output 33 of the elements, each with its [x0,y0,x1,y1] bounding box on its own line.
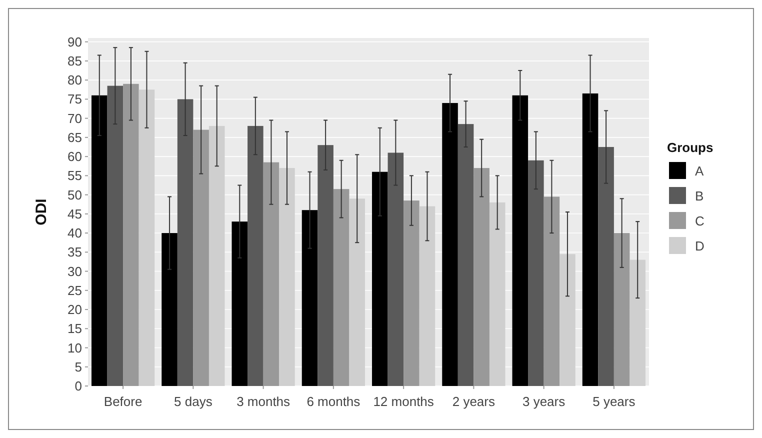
y-tick-label: 40 [68,226,82,241]
x-tick-label: 6 months [306,394,361,409]
y-tick-label: 80 [68,72,82,88]
y-tick-label: 50 [68,187,82,202]
y-tick-label: 45 [68,206,82,222]
y-tick-label: 35 [68,244,82,260]
y-tick-label: 85 [68,53,82,68]
y-tick-label: 25 [68,282,82,298]
y-tick-label: 70 [68,110,82,126]
legend-label: A [695,164,704,179]
y-tick-label: 55 [68,168,82,184]
y-tick-label: 65 [68,130,82,145]
y-tick-label: 75 [68,92,82,107]
x-tick-label: 12 months [373,394,434,409]
y-tick-label: 20 [68,302,82,318]
y-tick-label: 5 [74,359,82,374]
x-tick-label: 3 years [522,394,566,409]
y-tick-label: 15 [68,321,82,336]
y-tick-label: 90 [68,34,82,50]
x-tick-label: 5 days [174,394,213,409]
y-tick-label: 60 [68,149,82,164]
legend-label: B [695,188,704,204]
y-tick-label: 10 [68,340,82,356]
x-tick-label: 3 months [236,394,291,409]
x-tick-label: 5 years [592,394,636,409]
legend-label: D [695,238,704,254]
legend-title: Groups [667,140,714,155]
legend-label: C [695,214,704,229]
y-tick-label: 30 [68,264,82,279]
x-tick-label: Before [104,394,142,409]
x-tick-label: 2 years [452,394,496,409]
y-tick-label: 0 [74,378,82,394]
y-axis-title: ODI [33,198,50,226]
